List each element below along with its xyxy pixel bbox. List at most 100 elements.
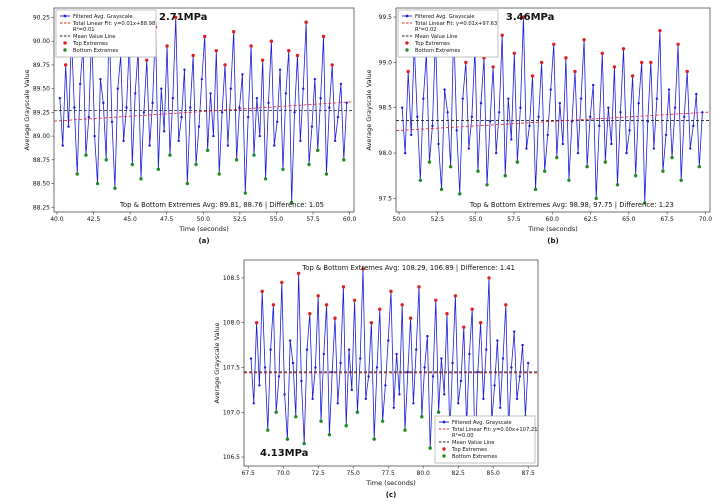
legend-series-label: Filtered Avg. Grayscale xyxy=(415,14,475,20)
bottom-extreme-marker xyxy=(302,441,306,446)
series-marker xyxy=(328,106,331,109)
top-extreme-marker xyxy=(341,285,346,289)
top-extreme-marker xyxy=(287,48,291,53)
series-marker xyxy=(125,106,128,109)
top-extreme-marker xyxy=(304,20,308,24)
legend-top-icon xyxy=(442,447,446,451)
series-marker xyxy=(387,339,390,342)
y-tick-label: 88.50 xyxy=(33,181,50,188)
chart-a: 88.25 88.50 88.75 89.00 89.25 89.50 89.75 90.00… xyxy=(20,0,360,250)
series-marker xyxy=(459,379,463,383)
bottom-extreme-marker xyxy=(420,415,424,419)
series-marker xyxy=(496,339,499,342)
series-marker xyxy=(499,406,502,409)
series-marker xyxy=(513,330,516,333)
x-tick-label: 82.5 xyxy=(452,470,466,477)
series-marker xyxy=(99,77,102,81)
bottom-extreme-marker xyxy=(344,423,348,428)
top-extreme-marker xyxy=(203,34,207,39)
top-extreme-marker xyxy=(685,69,689,74)
x-tick-label: 57.5 xyxy=(306,216,320,223)
y-tick-label: 89.00 xyxy=(33,133,50,140)
linear-fit-line xyxy=(395,111,711,132)
series-marker xyxy=(177,139,180,143)
bottom-extreme-marker xyxy=(281,167,285,172)
extremes-annotation: Top & Bottom Extremes Avg: 108.29, 106.8… xyxy=(301,264,515,272)
series-marker xyxy=(579,97,583,100)
series-marker xyxy=(591,83,595,87)
top-extreme-marker xyxy=(63,63,68,67)
legend xyxy=(55,9,157,58)
legend-fit-r2: R²=0.00 xyxy=(452,433,474,439)
legend-series-icon xyxy=(63,14,67,18)
series-marker xyxy=(392,406,395,409)
series-marker xyxy=(598,124,601,128)
series-marker xyxy=(209,92,212,95)
y-axis-label: Average Grayscale Value xyxy=(213,323,221,404)
top-extreme-marker xyxy=(408,316,413,320)
series-marker xyxy=(278,68,282,71)
top-extreme-marker xyxy=(232,30,236,34)
top-extreme-marker xyxy=(271,303,276,307)
top-extreme-marker xyxy=(582,38,586,42)
y-axis-label: Average Grayscale Value xyxy=(23,70,31,151)
series-marker xyxy=(336,115,340,119)
top-extreme-marker xyxy=(600,51,604,56)
bottom-extreme-marker xyxy=(439,187,444,192)
series-marker xyxy=(667,88,671,91)
y-tick-label: 98.5 xyxy=(379,105,393,112)
series-marker xyxy=(322,352,325,356)
extremes-annotation: Top & Bottom Extremes Avg: 98.98, 97.75 … xyxy=(469,201,674,209)
series-marker xyxy=(646,120,649,123)
legend-fit-label: Total Linear Fit: y=0.00x+107.21 xyxy=(451,427,538,433)
top-extreme-marker xyxy=(145,58,149,62)
series-line xyxy=(59,17,348,203)
top-extreme-marker xyxy=(470,307,474,311)
series-marker xyxy=(180,115,183,119)
bottom-extreme-marker xyxy=(307,162,311,167)
top-extreme-marker xyxy=(417,285,421,289)
series-marker xyxy=(110,120,114,124)
x-tick-label: 50.0 xyxy=(392,216,406,223)
top-extreme-marker xyxy=(521,15,526,19)
bottom-extreme-marker xyxy=(585,164,589,169)
series-marker xyxy=(246,115,250,119)
top-extreme-marker xyxy=(324,303,329,307)
series-marker xyxy=(238,106,241,109)
bottom-extreme-marker xyxy=(670,155,674,160)
bottom-extreme-marker xyxy=(113,186,117,190)
series-marker xyxy=(319,96,322,100)
legend-bottom-icon xyxy=(442,454,446,458)
series-marker xyxy=(314,366,317,369)
series-marker xyxy=(510,138,513,141)
top-extreme-marker xyxy=(453,294,458,298)
series-marker xyxy=(619,111,622,114)
bottom-extreme-marker xyxy=(75,172,79,176)
series-marker xyxy=(507,97,510,100)
series-marker xyxy=(655,97,659,100)
top-extreme-marker xyxy=(352,298,357,303)
bottom-extreme-marker xyxy=(205,148,210,153)
series-marker xyxy=(267,101,270,105)
series-marker xyxy=(302,87,305,90)
top-extreme-marker xyxy=(504,303,508,307)
series-marker xyxy=(197,125,201,128)
series-marker xyxy=(87,115,91,119)
series-marker xyxy=(116,87,120,90)
series-marker xyxy=(493,384,496,387)
legend-top-label: Top Extremes xyxy=(451,447,487,453)
bottom-extreme-marker xyxy=(633,174,638,178)
series-marker xyxy=(258,384,261,387)
top-extreme-marker xyxy=(478,320,483,325)
top-extreme-marker xyxy=(491,65,495,69)
chart-b: 97.5 98.0 98.5 99.0 99.5 50.0 52.5 55.0 57.5 60.0… xyxy=(362,0,716,250)
legend-bottom-label: Bottom Extremes xyxy=(452,454,498,460)
top-extreme-marker xyxy=(321,34,326,39)
series-marker xyxy=(345,101,348,105)
bottom-extreme-marker xyxy=(476,169,480,173)
bottom-extreme-marker xyxy=(294,415,298,419)
series-marker xyxy=(455,129,458,132)
top-extreme-marker xyxy=(640,60,644,65)
legend-bottom-icon xyxy=(405,48,409,52)
